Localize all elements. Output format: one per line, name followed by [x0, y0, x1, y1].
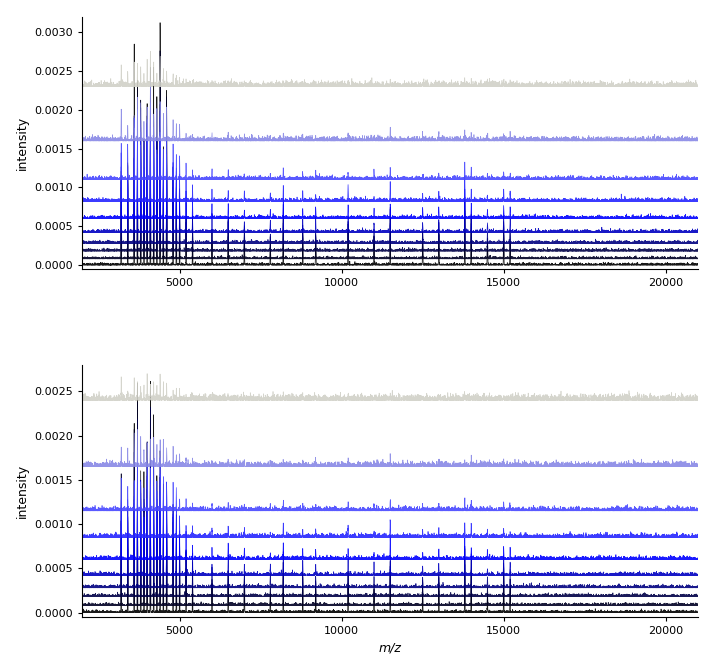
- X-axis label: m/z: m/z: [379, 642, 402, 654]
- Y-axis label: intensity: intensity: [16, 116, 29, 170]
- Y-axis label: intensity: intensity: [16, 464, 29, 518]
